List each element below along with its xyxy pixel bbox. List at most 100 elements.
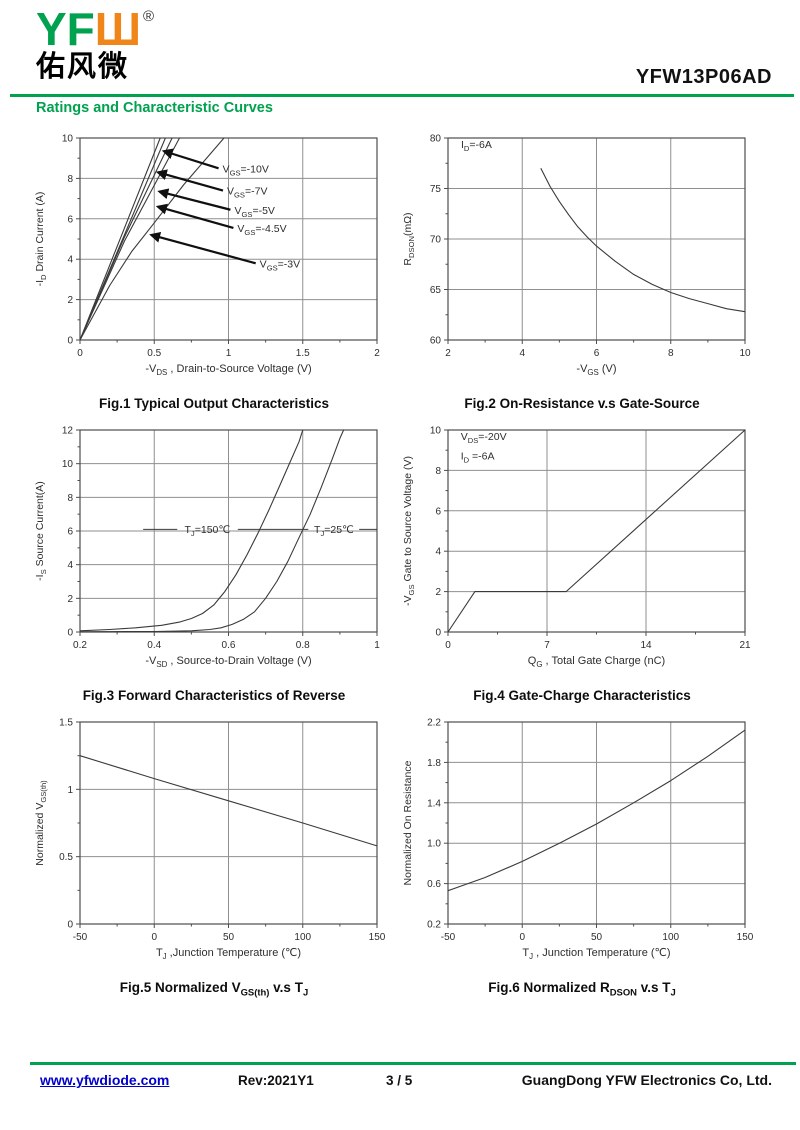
registered-trademark-icon: ® xyxy=(143,8,155,25)
figure-6: -50 0 50 100 150 0.2 0.6 1.0 1.4 1.8 2.2 TJ , Junct… xyxy=(398,712,766,999)
svg-text:VGS=-3V: VGS=-3V xyxy=(260,258,300,272)
logo-chinese-name: 佑风微 xyxy=(36,51,130,83)
svg-text:1.0: 1.0 xyxy=(427,839,441,850)
svg-text:10: 10 xyxy=(739,348,751,359)
svg-text:6: 6 xyxy=(67,527,73,538)
svg-text:100: 100 xyxy=(294,932,311,943)
svg-text:1: 1 xyxy=(67,785,73,796)
svg-text:6: 6 xyxy=(67,214,73,225)
svg-text:1.5: 1.5 xyxy=(296,348,310,359)
svg-text:-ID Drain Current (A): -ID Drain Current (A) xyxy=(34,192,48,287)
figure-5-caption: Fig.5 Normalized VGS(th) v.s TJ xyxy=(119,980,309,999)
chart-fig4-gate-charge: 0 7 14 21 0 2 4 6 8 10 QG , Total Gate Charge (nC)… xyxy=(402,426,751,670)
svg-text:ID=-6A: ID=-6A xyxy=(461,139,492,153)
svg-text:6: 6 xyxy=(435,506,441,517)
figure-2: 2 4 6 8 10 60 65 70 75 80 -VGS (V) RDSON(mΩ) ID=-6A … xyxy=(398,128,766,412)
svg-text:Normalized On Resistance: Normalized On Resistance xyxy=(402,760,414,885)
company-name: GuangDong YFW Electronics Co, Ltd. xyxy=(521,1072,772,1088)
svg-text:0.5: 0.5 xyxy=(147,348,161,359)
website-link[interactable]: www.yfwdiode.com xyxy=(40,1072,170,1088)
page-number: 3 / 5 xyxy=(386,1073,413,1088)
chart-fig6-normalized-rdson: -50 0 50 100 150 0.2 0.6 1.0 1.4 1.8 2.2 TJ , Junct… xyxy=(402,718,754,962)
svg-text:6: 6 xyxy=(594,348,600,359)
svg-text:-IS Source Current(A): -IS Source Current(A) xyxy=(34,481,48,581)
figure-3: 0.2 0.4 0.6 0.8 1 0 2 4 6 8 10 12 -VSD , Source-to-D… xyxy=(30,420,398,704)
svg-text:1.8: 1.8 xyxy=(427,758,441,769)
section-title: Ratings and Characteristic Curves xyxy=(36,100,273,116)
svg-text:-50: -50 xyxy=(73,932,88,943)
svg-text:2: 2 xyxy=(67,295,73,306)
svg-text:TJ=150℃: TJ=150℃ xyxy=(185,524,231,538)
figure-6-caption: Fig.6 Normalized RDSON v.s TJ xyxy=(488,980,676,999)
svg-text:4: 4 xyxy=(67,560,73,571)
svg-text:12: 12 xyxy=(62,426,74,437)
svg-text:VGS=-7V: VGS=-7V xyxy=(227,186,267,200)
svg-text:50: 50 xyxy=(591,932,603,943)
svg-text:0.6: 0.6 xyxy=(427,879,441,890)
svg-text:8: 8 xyxy=(67,174,73,185)
footer-divider xyxy=(30,1062,796,1065)
figure-2-caption: Fig.2 On-Resistance v.s Gate-Source xyxy=(464,396,700,411)
charts-grid: 0 0.5 1 1.5 2 0 2 4 6 8 10 -VDS , Drain-to-Source V… xyxy=(30,128,770,999)
svg-text:4: 4 xyxy=(519,348,525,359)
svg-text:0.8: 0.8 xyxy=(296,640,310,651)
svg-text:4: 4 xyxy=(435,547,441,558)
svg-text:50: 50 xyxy=(223,932,235,943)
svg-text:VGS=-10V: VGS=-10V xyxy=(223,163,269,177)
svg-text:2: 2 xyxy=(67,594,73,605)
svg-text:TJ ,Junction Temperature (℃): TJ ,Junction Temperature (℃) xyxy=(156,947,301,961)
svg-text:10: 10 xyxy=(62,459,74,470)
svg-text:VGS=-4.5V: VGS=-4.5V xyxy=(237,223,286,237)
svg-text:2: 2 xyxy=(374,348,380,359)
svg-text:4: 4 xyxy=(67,255,73,266)
chart-fig1-output-characteristics: 0 0.5 1 1.5 2 0 2 4 6 8 10 -VDS , Drain-to-Source V… xyxy=(34,134,380,378)
svg-text:0.5: 0.5 xyxy=(59,852,73,863)
svg-text:-VDS , Drain-to-Source Voltage: -VDS , Drain-to-Source Voltage (V) xyxy=(145,363,311,377)
company-logo: YFШ ® 佑风微 xyxy=(36,3,155,83)
svg-text:0.2: 0.2 xyxy=(73,640,87,651)
figure-4-caption: Fig.4 Gate-Charge Characteristics xyxy=(473,688,691,703)
svg-text:VGS=-5V: VGS=-5V xyxy=(234,205,274,219)
svg-text:-VGS Gate to Source Voltage (V: -VGS Gate to Source Voltage (V) xyxy=(402,456,416,606)
svg-text:80: 80 xyxy=(430,134,442,145)
svg-text:-50: -50 xyxy=(441,932,456,943)
svg-text:14: 14 xyxy=(640,640,652,651)
svg-text:TJ , Junction Temperature (℃): TJ , Junction Temperature (℃) xyxy=(522,947,670,961)
svg-text:60: 60 xyxy=(430,336,442,347)
figure-5: -50 0 50 100 150 0 0.5 1 1.5 TJ ,Junction Tempera… xyxy=(30,712,398,999)
svg-text:150: 150 xyxy=(369,932,386,943)
logo-text-yf: YF xyxy=(36,3,95,55)
svg-text:1.4: 1.4 xyxy=(427,798,441,809)
svg-text:0: 0 xyxy=(67,628,73,639)
svg-text:10: 10 xyxy=(62,134,74,145)
svg-text:1: 1 xyxy=(226,348,232,359)
figure-1: 0 0.5 1 1.5 2 0 2 4 6 8 10 -VDS , Drain-to-Source V… xyxy=(30,128,398,412)
chart-fig2-on-resistance: 2 4 6 8 10 60 65 70 75 80 -VGS (V) RDSON(mΩ) ID=-6A xyxy=(402,134,751,378)
svg-text:0: 0 xyxy=(519,932,525,943)
svg-text:1: 1 xyxy=(374,640,380,651)
svg-text:1.5: 1.5 xyxy=(59,718,73,729)
svg-text:-VSD , Source-to-Drain Voltage: -VSD , Source-to-Drain Voltage (V) xyxy=(145,655,311,669)
part-number: YFW13P06AD xyxy=(635,66,772,88)
svg-text:10: 10 xyxy=(430,426,442,437)
svg-text:21: 21 xyxy=(739,640,751,651)
svg-text:100: 100 xyxy=(662,932,679,943)
svg-text:ID =-6A: ID =-6A xyxy=(461,450,495,464)
svg-text:8: 8 xyxy=(435,466,441,477)
svg-text:7: 7 xyxy=(544,640,550,651)
svg-text:-VGS (V): -VGS (V) xyxy=(576,363,616,377)
figure-1-caption: Fig.1 Typical Output Characteristics xyxy=(98,396,330,411)
svg-text:0.4: 0.4 xyxy=(147,640,161,651)
svg-text:70: 70 xyxy=(430,235,442,246)
svg-text:2: 2 xyxy=(435,587,441,598)
figure-4: 0 7 14 21 0 2 4 6 8 10 QG , Total Gate Charge (nC)… xyxy=(398,420,766,704)
svg-text:Normalized VGS(th): Normalized VGS(th) xyxy=(34,780,48,866)
svg-text:0: 0 xyxy=(435,628,441,639)
svg-text:150: 150 xyxy=(737,932,754,943)
revision-label: Rev:2021Y1 xyxy=(238,1073,314,1088)
svg-text:0: 0 xyxy=(67,920,73,931)
svg-text:2: 2 xyxy=(445,348,451,359)
